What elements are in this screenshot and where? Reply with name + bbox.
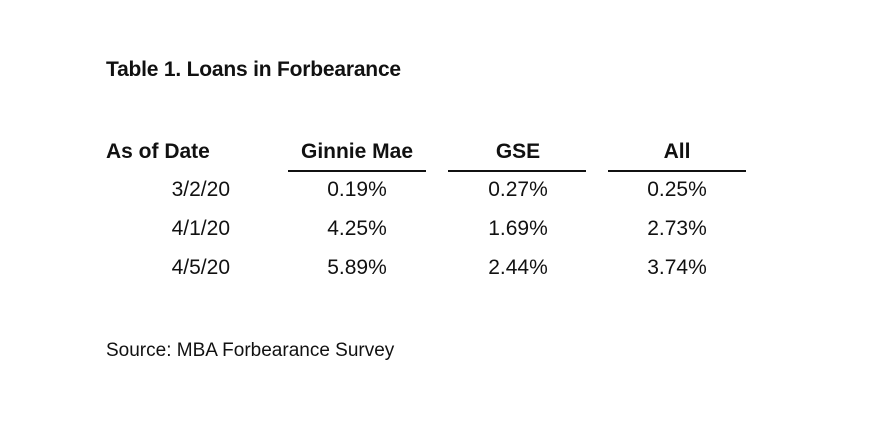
header-ginnie-mae: Ginnie Mae [300,140,414,163]
table-cell-all: 2.73% [647,217,707,240]
table-cell-ginnie-mae: 5.89% [327,256,387,279]
header-gse: GSE [495,140,541,163]
table-cell-gse: 1.69% [488,217,548,240]
table-cell-date: 4/5/20 [171,256,230,279]
header-rule-gse [448,170,586,172]
header-as-of-date: As of Date [106,140,210,163]
table-title: Table 1. Loans in Forbearance [106,58,401,81]
table-cell-gse: 2.44% [488,256,548,279]
table-cell-date: 4/1/20 [171,217,230,240]
table-cell-ginnie-mae: 0.19% [327,178,387,201]
header-rule-ginnie-mae [288,170,426,172]
source-note: Source: MBA Forbearance Survey [106,340,395,361]
header-all: All [663,140,691,163]
table-cell-gse: 0.27% [488,178,548,201]
table-cell-date: 3/2/20 [171,178,230,201]
table-cell-ginnie-mae: 4.25% [327,217,387,240]
table-cell-all: 0.25% [647,178,707,201]
table-cell-all: 3.74% [647,256,707,279]
header-rule-all [608,170,746,172]
